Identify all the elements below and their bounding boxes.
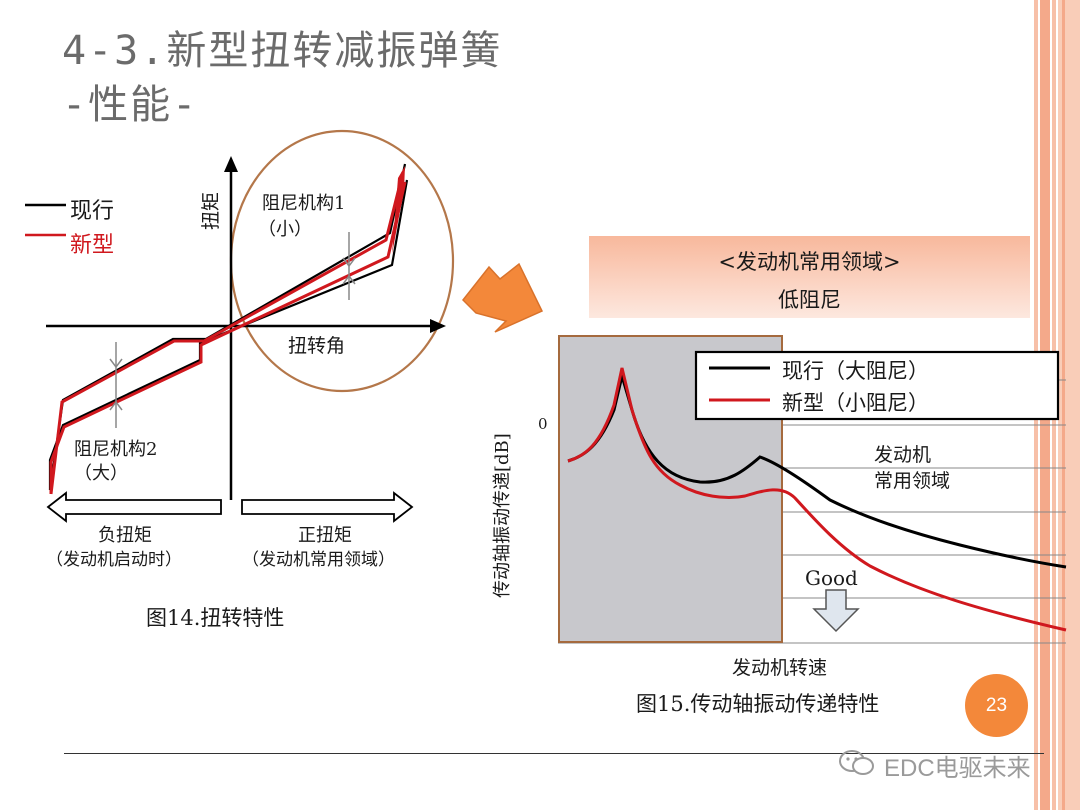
decor-stripe <box>1062 0 1065 810</box>
negative-torque-note: （发动机启动时） <box>46 550 182 570</box>
good-label: Good <box>805 566 858 590</box>
damper1-size-label: （小） <box>258 219 312 240</box>
transition-arrow-icon <box>461 262 544 333</box>
damper2-size-label: （大） <box>74 463 128 484</box>
damper1-label: 阻尼机构1 <box>262 193 346 214</box>
new-curve-upper <box>49 171 405 495</box>
engine-range-banner: <发动机常用领域> 低阻尼 <box>589 236 1030 318</box>
banner-subtitle: 低阻尼 <box>778 288 841 312</box>
damper2-arrow-top-icon <box>109 358 123 369</box>
fig15-legend-box <box>694 350 1060 421</box>
slide-title-line2: -性能- <box>62 82 199 128</box>
fig15-y-axis-label: 传动轴振动传递[dB] <box>492 433 513 598</box>
positive-torque-label: 正扭矩 <box>298 525 352 546</box>
angle-axis-label: 扭转角 <box>288 335 346 357</box>
negative-torque-arrow-icon <box>46 491 222 523</box>
engine-range-label-2: 常用领域 <box>874 470 951 492</box>
damper2-label: 阻尼机构2 <box>74 439 158 460</box>
fig14-caption: 图14.扭转特性 <box>146 606 285 630</box>
footer-divider <box>64 753 1044 754</box>
legend-new-label: 新型 <box>70 233 115 258</box>
wechat-icon <box>839 750 874 775</box>
new-transfer-curve <box>567 367 1067 632</box>
positive-torque-note: （发动机常用领域） <box>242 550 395 570</box>
damper1-arrow-bottom-icon <box>342 274 356 285</box>
damper2-arrow-bottom-icon <box>109 400 123 411</box>
fig15-legend-current-label: 现行（大阻尼） <box>782 359 929 383</box>
negative-torque-label: 负扭矩 <box>98 525 152 546</box>
legend-current-label: 现行 <box>70 199 115 224</box>
fig15-x-axis-label: 发动机转速 <box>732 657 828 679</box>
fig15-y-tick-zero: 0 <box>538 415 548 433</box>
banner-title: <发动机常用领域> <box>718 250 901 274</box>
damper1-arrow-top-icon <box>342 257 356 268</box>
positive-torque-arrow-icon <box>241 491 414 523</box>
watermark-text: EDC电驱未来 <box>884 755 1031 782</box>
slide-title-line1: 4-3.新型扭转减振弹簧 <box>62 28 503 74</box>
fig15-legend-new-label: 新型（小阻尼） <box>782 391 929 415</box>
good-down-arrow-icon <box>812 589 860 633</box>
new-curve-steep-fill <box>392 166 405 254</box>
new-curve-lower <box>49 181 407 494</box>
fig15-caption: 图15.传动轴振动传递特性 <box>636 692 880 716</box>
x-axis-arrow-icon <box>430 319 446 333</box>
engine-range-label: 发动机 <box>874 444 932 466</box>
y-axis-arrow-icon <box>224 156 238 172</box>
page-number-badge: 23 <box>965 674 1028 737</box>
